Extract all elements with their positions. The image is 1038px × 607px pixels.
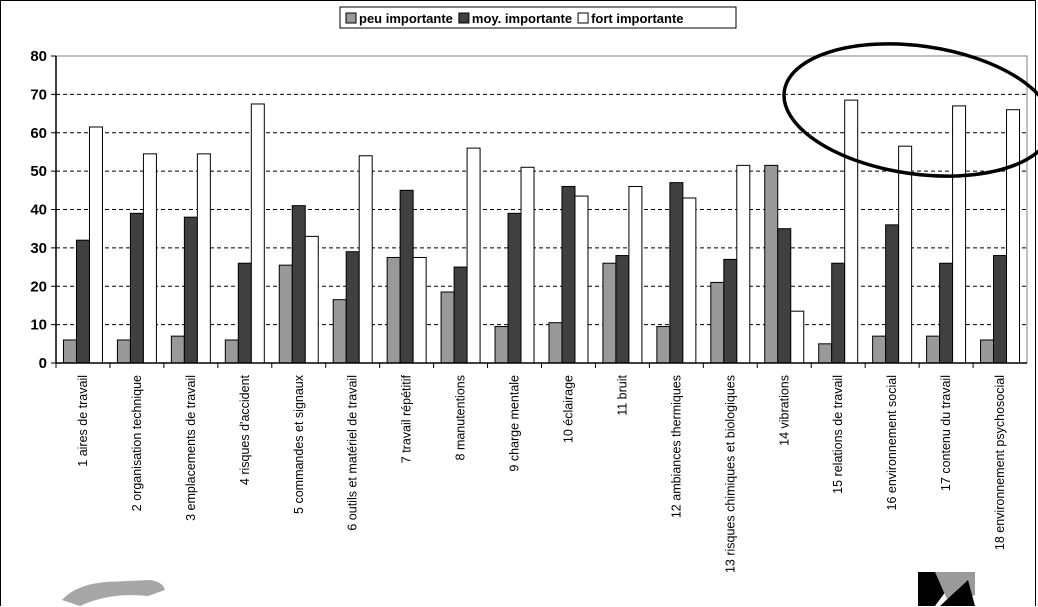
bar-peu-importante bbox=[116, 339, 131, 364]
logo-right bbox=[918, 572, 975, 606]
bar-fort-importante bbox=[628, 185, 643, 364]
bar-fort-importante bbox=[466, 147, 481, 364]
bar-fort-importante bbox=[358, 155, 373, 364]
legend-label: peu importante bbox=[359, 11, 453, 26]
bar-fort-importante bbox=[520, 166, 535, 364]
bar-peu-importante bbox=[386, 256, 401, 364]
category-label: 12 ambiances thermiques bbox=[669, 375, 683, 518]
category-label: 2 organisation technique bbox=[130, 375, 144, 511]
bar-moy-importante bbox=[993, 255, 1008, 364]
bar-peu-importante bbox=[548, 322, 563, 364]
bar-moy-importante bbox=[669, 182, 684, 364]
bar-moy-importante bbox=[723, 258, 738, 364]
logo-left bbox=[62, 580, 165, 606]
legend-label: fort importante bbox=[591, 11, 683, 26]
y-tick-label: 60 bbox=[30, 125, 47, 142]
category-label: 7 travail répétitif bbox=[400, 374, 414, 463]
legend-swatch bbox=[458, 12, 470, 24]
category-label: 8 manutentions bbox=[454, 375, 468, 460]
bar-peu-importante bbox=[332, 299, 347, 364]
y-tick-label: 40 bbox=[30, 202, 47, 219]
bar-fort-importante bbox=[682, 197, 697, 364]
legend-swatch bbox=[345, 12, 357, 24]
bar-fort-importante bbox=[736, 164, 751, 364]
bar-peu-importante bbox=[602, 262, 617, 364]
bar-moy-importante bbox=[183, 216, 198, 364]
category-label: 5 commandes et signaux bbox=[292, 374, 306, 514]
bar-peu-importante bbox=[278, 264, 293, 364]
bar-peu-importante bbox=[170, 335, 185, 364]
bar-moy-importante bbox=[939, 262, 954, 364]
bar-moy-importante bbox=[237, 262, 252, 364]
bar-moy-importante bbox=[453, 266, 468, 364]
bar-moy-importante bbox=[291, 205, 306, 364]
highlight-ellipse bbox=[782, 42, 1038, 178]
bar-moy-importante bbox=[885, 224, 900, 364]
category-labels: 1 aires de travail 2 organisation techniq… bbox=[76, 374, 1007, 573]
bar-moy-importante bbox=[561, 185, 576, 364]
bar-peu-importante bbox=[764, 164, 779, 364]
category-label: 9 charge mentale bbox=[508, 375, 522, 472]
y-tick-label: 10 bbox=[30, 317, 47, 334]
bar-moy-importante bbox=[507, 212, 522, 364]
y-tick-label: 0 bbox=[39, 355, 47, 372]
bar-moy-importante bbox=[777, 228, 792, 364]
y-tick-label: 70 bbox=[30, 86, 47, 103]
axes bbox=[51, 55, 1028, 368]
bars bbox=[62, 99, 1021, 364]
bar-fort-importante bbox=[142, 153, 157, 364]
bar-moy-importante bbox=[75, 239, 90, 364]
bar-fort-importante bbox=[304, 235, 319, 364]
bar-peu-importante bbox=[818, 343, 833, 364]
bar-peu-importante bbox=[872, 335, 887, 364]
category-label: 15 relations de travail bbox=[831, 375, 845, 494]
bar-fort-importante bbox=[196, 153, 211, 364]
bar-moy-importante bbox=[345, 251, 360, 364]
legend-box bbox=[339, 6, 737, 29]
category-label: 16 environnement social bbox=[885, 375, 899, 511]
bar-moy-importante bbox=[831, 262, 846, 364]
bar-peu-importante bbox=[224, 339, 239, 364]
category-label: 11 bruit bbox=[615, 374, 629, 415]
y-tick-label: 50 bbox=[30, 163, 47, 180]
bar-peu-importante bbox=[62, 339, 77, 364]
bar-peu-importante bbox=[926, 335, 941, 364]
bar-moy-importante bbox=[399, 189, 414, 364]
category-label: 1 aires de travail bbox=[76, 375, 90, 467]
bar-fort-importante bbox=[844, 99, 859, 364]
category-label: 10 éclairage bbox=[561, 375, 575, 443]
category-label: 18 environnement psychosocial bbox=[993, 375, 1007, 550]
y-tick-label: 20 bbox=[30, 278, 47, 295]
category-label: 13 risques chimiques et biologiques bbox=[723, 375, 737, 573]
bar-peu-importante bbox=[440, 291, 455, 364]
y-tick-labels: 0 10 20 30 40 50 60 70 80 bbox=[30, 48, 47, 372]
y-tick-label: 30 bbox=[30, 240, 47, 257]
bar-fort-importante bbox=[1006, 109, 1021, 364]
bar-peu-importante bbox=[710, 281, 725, 364]
bar-fort-importante bbox=[898, 145, 913, 364]
bar-moy-importante bbox=[129, 212, 144, 364]
bar-fort-importante bbox=[88, 126, 103, 364]
gridlines bbox=[56, 93, 1027, 326]
bar-fort-importante bbox=[952, 105, 967, 364]
category-label: 3 emplacements de travail bbox=[184, 375, 198, 521]
legend: peu importante moy. importante fort import… bbox=[339, 6, 737, 29]
legend-label: moy. importante bbox=[472, 11, 572, 26]
category-label: 17 contenu du travail bbox=[939, 375, 953, 491]
bar-fort-importante bbox=[250, 103, 265, 364]
bar-peu-importante bbox=[494, 326, 509, 364]
bar-peu-importante bbox=[980, 339, 995, 364]
bar-peu-importante bbox=[656, 326, 671, 364]
bar-moy-importante bbox=[615, 255, 630, 364]
category-label: 6 outils et matériel de travail bbox=[346, 375, 360, 531]
bar-fort-importante bbox=[790, 310, 805, 364]
category-label: 4 risques d'accident bbox=[238, 374, 252, 485]
bar-fort-importante bbox=[412, 256, 427, 364]
legend-swatch bbox=[577, 12, 589, 24]
bar-fort-importante bbox=[574, 195, 589, 364]
y-tick-label: 80 bbox=[30, 48, 47, 65]
category-label: 14 vibrations bbox=[777, 375, 791, 446]
